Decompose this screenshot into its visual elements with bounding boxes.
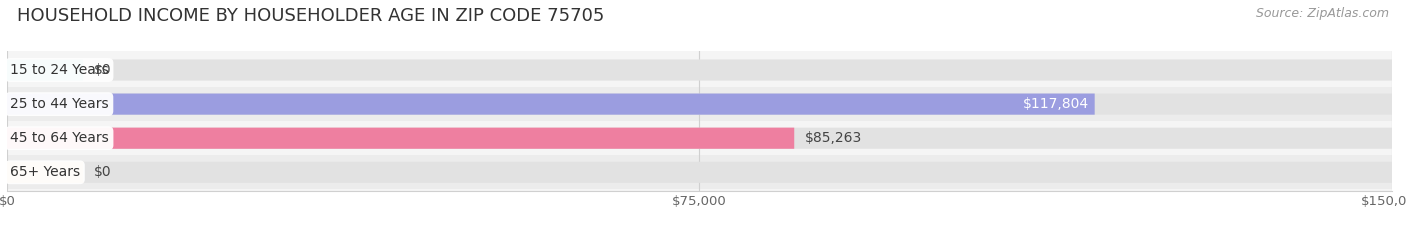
Text: $0: $0 [94, 63, 112, 77]
Bar [7, 121, 1392, 155]
Text: Source: ZipAtlas.com: Source: ZipAtlas.com [1256, 7, 1389, 20]
FancyBboxPatch shape [7, 93, 1392, 115]
Bar [7, 53, 1392, 87]
FancyBboxPatch shape [7, 128, 1392, 149]
FancyBboxPatch shape [7, 162, 83, 183]
FancyBboxPatch shape [7, 128, 794, 149]
Bar [7, 87, 1392, 121]
Text: 25 to 44 Years: 25 to 44 Years [10, 97, 108, 111]
FancyBboxPatch shape [7, 93, 1095, 115]
Text: 65+ Years: 65+ Years [10, 165, 80, 179]
Text: 15 to 24 Years: 15 to 24 Years [10, 63, 108, 77]
Text: $85,263: $85,263 [806, 131, 862, 145]
Bar [7, 155, 1392, 189]
Text: $0: $0 [94, 165, 112, 179]
Text: 45 to 64 Years: 45 to 64 Years [10, 131, 108, 145]
FancyBboxPatch shape [7, 59, 1392, 81]
FancyBboxPatch shape [7, 162, 1392, 183]
Text: $117,804: $117,804 [1024, 97, 1090, 111]
FancyBboxPatch shape [7, 59, 83, 81]
Text: HOUSEHOLD INCOME BY HOUSEHOLDER AGE IN ZIP CODE 75705: HOUSEHOLD INCOME BY HOUSEHOLDER AGE IN Z… [17, 7, 605, 25]
